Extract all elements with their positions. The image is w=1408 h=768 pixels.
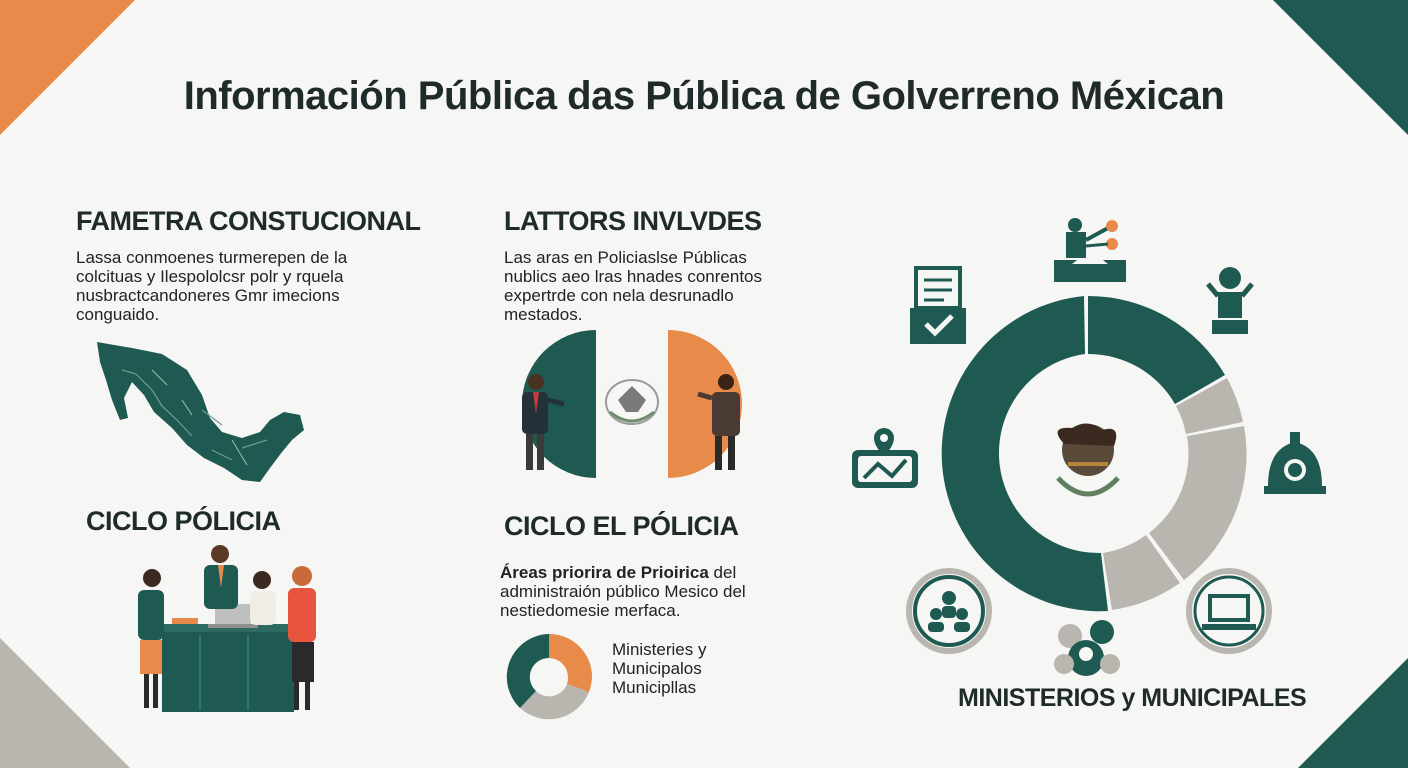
section-body-areas-bold: Áreas priorira de Prioirica xyxy=(500,563,709,582)
ministries-caption: MINISTERIOS y MUNICIPALES xyxy=(958,684,1307,712)
section-heading-fametra: FAMETRA CONSTUCIONAL xyxy=(76,206,421,236)
bell-person-icon xyxy=(1264,432,1326,494)
ballot-box-icon xyxy=(910,266,966,344)
donut-legend-label: Ministeries y Municipalos Municipllas xyxy=(612,640,707,697)
section-heading-ciclo-policia: CICLO PÓLICIA xyxy=(86,506,281,536)
section-heading-ciclo-el-policia: CICLO EL PÓLICIA xyxy=(504,511,739,541)
corner-decoration-top-left xyxy=(0,0,135,135)
section-body-areas-rest: del administraión público Mesico del nes… xyxy=(500,563,746,620)
corner-decoration-top-right xyxy=(1273,0,1408,135)
people-group-icon xyxy=(1054,620,1120,676)
mexican-flag-circle-illustration-icon xyxy=(522,330,742,478)
section-body-lattors: Las aras en Policiaslse Públicas nublics… xyxy=(504,248,762,324)
section-body-fametra: Lassa conmoenes turmerepen de la colcitu… xyxy=(76,248,348,324)
page-title: Información Pública das Pública de Golve… xyxy=(183,74,1225,118)
corner-decoration-bottom-left xyxy=(0,638,130,768)
ministries-ring-chart-icon xyxy=(941,295,1247,612)
section-body-areas: Áreas priorira de Prioirica del administ… xyxy=(500,563,800,620)
section-heading-lattors: LATTORS INVLVDES xyxy=(504,206,762,236)
podium-speaker-icon xyxy=(1054,218,1126,282)
donut-chart-icon xyxy=(506,634,592,720)
laptop-icon xyxy=(1186,568,1272,654)
map-location-icon xyxy=(852,428,918,488)
group-circle-icon xyxy=(906,568,992,654)
person-figure-icon xyxy=(1206,267,1254,334)
mexico-map-icon xyxy=(97,342,304,482)
corner-decoration-bottom-right xyxy=(1298,658,1408,768)
team-meeting-illustration-icon xyxy=(138,545,316,712)
